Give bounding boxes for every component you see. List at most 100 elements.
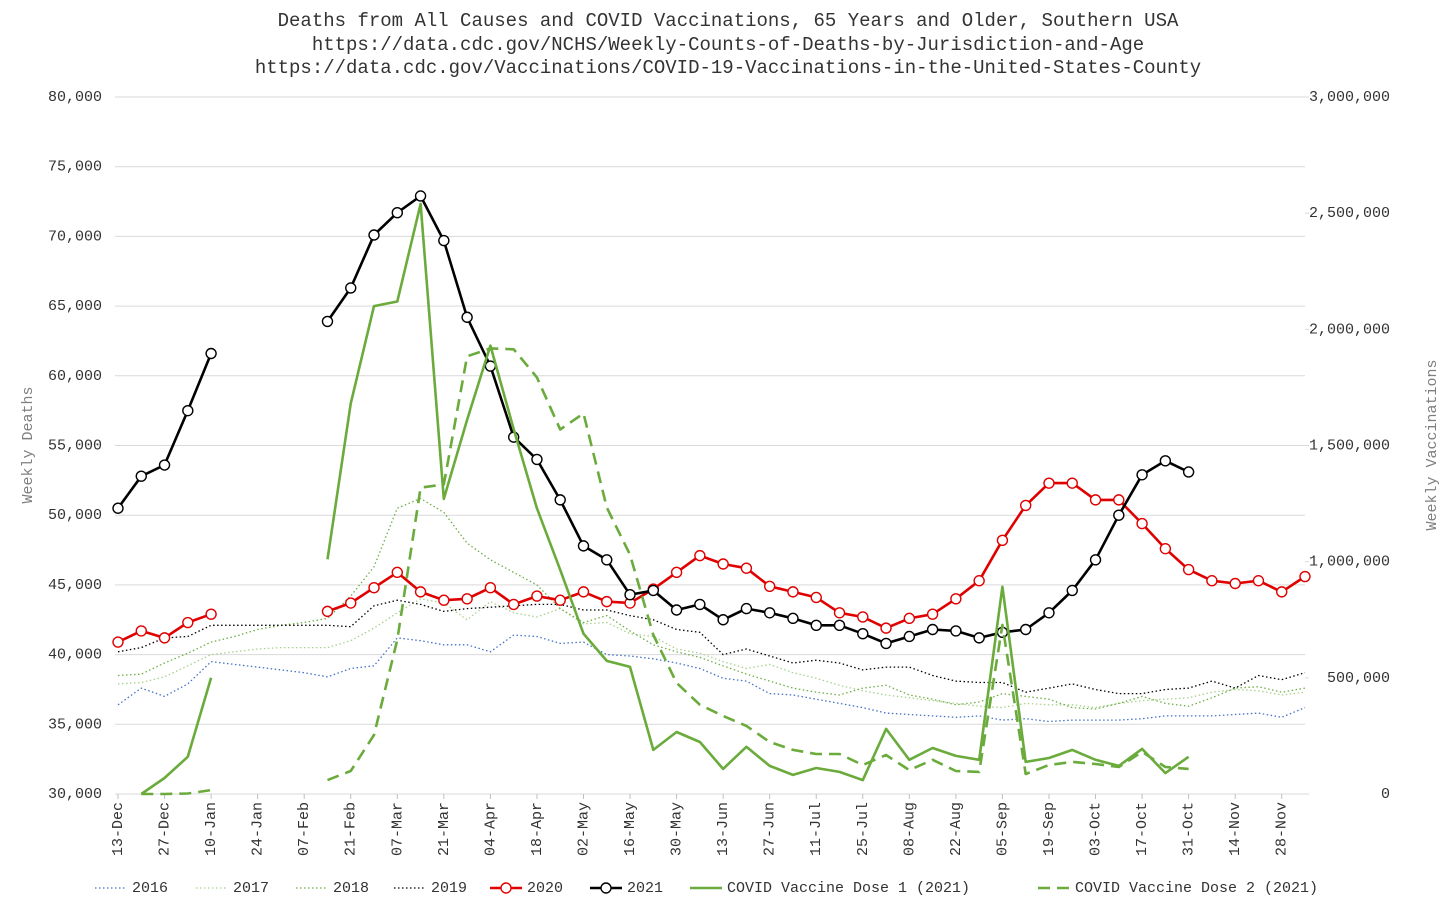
point [763, 580, 776, 592]
point [1020, 623, 1032, 636]
point [903, 612, 916, 625]
point [1043, 607, 1055, 619]
x-tick-label: 07-Mar [389, 802, 406, 856]
x-tick-label: 27-Jun [762, 802, 779, 856]
legend-label: 2017 [233, 880, 269, 897]
point [670, 604, 683, 616]
point [857, 627, 869, 640]
series-line [117, 497, 1306, 710]
point [903, 630, 916, 643]
point [577, 540, 590, 552]
point [833, 607, 846, 619]
x-tick-label: 18-Apr [529, 802, 546, 856]
x-tick-label: 24-Jan [250, 802, 267, 856]
y-tick-label: 60,000 [48, 368, 102, 385]
series-line [140, 202, 1190, 796]
chart-subtitle: https://data.cdc.gov/NCHS/Weekly-Counts-… [312, 34, 1144, 56]
point [601, 595, 613, 608]
point [1159, 542, 1172, 555]
point [1066, 584, 1078, 597]
point [647, 584, 660, 597]
point [461, 311, 473, 323]
point [973, 632, 985, 644]
point [1159, 455, 1172, 467]
point [1299, 570, 1311, 583]
x-tick-label: 03-Oct [1087, 802, 1104, 856]
x-tick-label: 13-Jun [715, 802, 732, 856]
y-tick-label: 50,000 [48, 507, 102, 524]
point [717, 558, 729, 570]
point [926, 608, 939, 620]
point [205, 347, 217, 360]
legend-label: 2019 [431, 880, 467, 897]
point [950, 593, 962, 605]
y-tick-label: 80,000 [48, 89, 102, 106]
y-tick-label: 75,000 [48, 159, 102, 176]
x-tick-label: 04-Apr [482, 802, 499, 856]
y-tick-label: 65,000 [48, 298, 102, 315]
y2-tick-label: 500,000 [1327, 670, 1390, 687]
point [438, 594, 450, 606]
y2-tick-label: 2,000,000 [1309, 321, 1390, 338]
point [345, 597, 357, 609]
point [368, 229, 380, 241]
point [438, 234, 450, 247]
point [950, 625, 962, 637]
y2-tick-label: 3,000,000 [1309, 89, 1390, 106]
y-axis-title: Weekly Deaths [20, 386, 37, 503]
point [112, 502, 124, 514]
point [414, 586, 427, 598]
series-line [117, 634, 1306, 723]
point [1206, 575, 1218, 587]
point [880, 622, 892, 634]
point [531, 590, 543, 602]
point [1066, 477, 1078, 489]
point [1043, 477, 1055, 489]
series-line [117, 599, 1306, 695]
point [810, 591, 822, 604]
legend-label: COVID Vaccine Dose 2 (2021) [1075, 880, 1318, 897]
point [740, 602, 753, 615]
point [182, 404, 194, 417]
point [507, 598, 520, 611]
point [740, 562, 753, 574]
point [135, 470, 147, 482]
x-tick-label: 14-Nov [1227, 802, 1244, 856]
legend-marker [500, 882, 512, 894]
y-tick-label: 40,000 [48, 647, 102, 664]
point [694, 598, 706, 611]
x-tick-label: 05-Sep [994, 802, 1011, 856]
series-line [117, 598, 1306, 709]
point [973, 575, 985, 587]
x-tick-label: 31-Oct [1181, 802, 1198, 856]
point [833, 619, 846, 632]
x-tick-label: 11-Jul [808, 802, 825, 856]
point [158, 459, 171, 471]
point [1182, 563, 1195, 576]
point [1089, 494, 1102, 506]
point [1089, 554, 1102, 566]
point [810, 619, 822, 632]
point [1020, 499, 1032, 512]
point [321, 605, 334, 618]
point [135, 625, 147, 637]
x-tick-label: 22-Aug [948, 802, 965, 856]
point [321, 315, 334, 328]
series-line [141, 347, 1189, 796]
point [670, 566, 683, 579]
legend-label: 2020 [527, 880, 563, 897]
x-tick-label: 02-May [575, 802, 592, 856]
point [996, 534, 1009, 546]
point [554, 594, 566, 606]
point [461, 593, 473, 605]
point [205, 608, 217, 620]
point [112, 636, 124, 648]
point [554, 494, 566, 506]
y2-axis-title: Weekly Vaccinations [1424, 359, 1441, 530]
y-tick-label: 35,000 [48, 716, 102, 733]
y-tick-label: 55,000 [48, 437, 102, 454]
x-tick-label: 10-Jan [203, 802, 220, 856]
y2-tick-label: 1,500,000 [1309, 437, 1390, 454]
x-tick-label: 28-Nov [1274, 802, 1291, 856]
